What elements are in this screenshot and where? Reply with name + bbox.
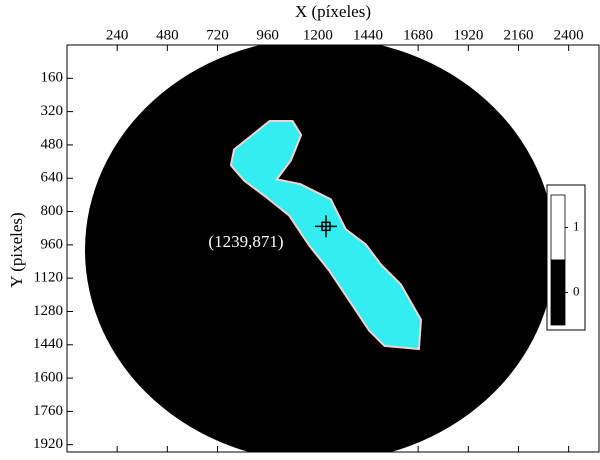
x-tick-label: 1680 — [403, 27, 433, 43]
y-axis-label: Y (pixeles) — [7, 212, 26, 287]
x-tick-label: 2160 — [503, 27, 533, 43]
x-tick-label: 1920 — [453, 27, 483, 43]
y-tick-label: 160 — [41, 70, 64, 86]
x-axis-label: X (píxeles) — [295, 2, 371, 21]
y-tick-label: 1920 — [33, 436, 63, 452]
y-tick-label: 1760 — [33, 403, 63, 419]
x-tick-label: 1200 — [303, 27, 333, 43]
x-tick-label: 1440 — [353, 27, 383, 43]
x-tick-label: 240 — [106, 27, 129, 43]
colorbar-tick-label: 0 — [573, 283, 580, 298]
colorbar-segment — [551, 195, 565, 260]
y-tick-label: 960 — [41, 236, 64, 252]
y-tick-label: 800 — [41, 203, 64, 219]
y-tick-label: 320 — [41, 103, 64, 119]
y-tick-label: 480 — [41, 136, 64, 152]
x-tick-label: 720 — [206, 27, 229, 43]
colorbar-segment — [551, 260, 565, 325]
y-tick-label: 1120 — [34, 270, 63, 286]
y-tick-label: 1280 — [33, 303, 63, 319]
y-tick-label: 1600 — [33, 370, 63, 386]
chart: X (píxeles) Y (pixeles) 240 480 720 960 1200… — [0, 0, 600, 455]
point-label: (1239,871) — [208, 232, 283, 251]
x-tick-label: 2400 — [554, 27, 584, 43]
y-tick-label: 640 — [41, 170, 64, 186]
x-tick-label: 480 — [156, 27, 179, 43]
y-tick-label: 1440 — [33, 336, 63, 352]
x-tick-label: 960 — [256, 27, 279, 43]
colorbar-tick-label: 1 — [573, 218, 580, 233]
image — [85, 38, 555, 455]
